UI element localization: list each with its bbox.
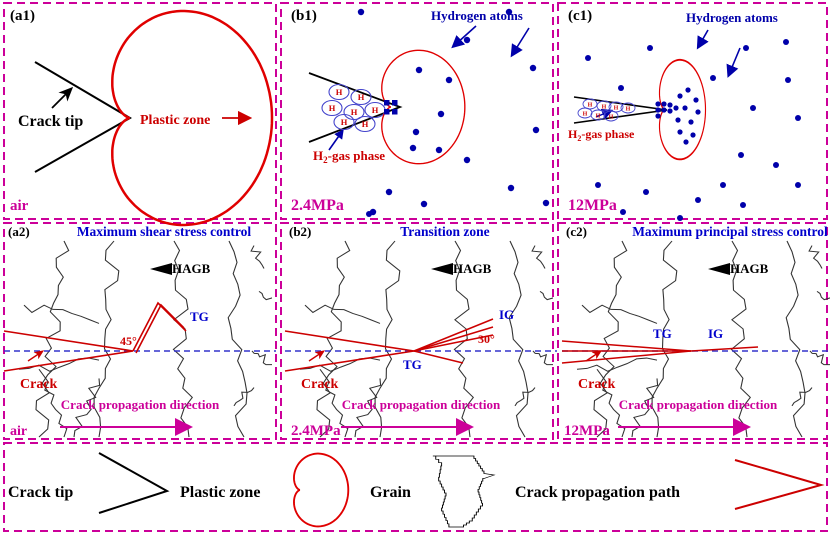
svg-text:H: H [358, 92, 365, 102]
svg-text:H: H [614, 106, 619, 112]
svg-text:Plastic zone: Plastic zone [180, 484, 260, 501]
svg-text:Plastic zone: Plastic zone [140, 113, 210, 128]
svg-text:Transition zone: Transition zone [400, 224, 489, 239]
svg-text:Crack propagation path: Crack propagation path [515, 484, 680, 501]
svg-text:(a2): (a2) [8, 224, 30, 239]
svg-text:air: air [10, 424, 27, 439]
svg-text:Maximum shear stress control: Maximum shear stress control [77, 224, 252, 239]
svg-text:30°: 30° [478, 332, 495, 346]
svg-text:(b1): (b1) [291, 8, 317, 24]
svg-text:H: H [583, 112, 588, 118]
svg-text:H: H [602, 105, 607, 111]
svg-text:H: H [341, 117, 348, 127]
svg-text:Crack: Crack [301, 377, 339, 392]
svg-text:H: H [588, 103, 593, 109]
svg-text:Maximum principal stress contr: Maximum principal stress control [632, 224, 828, 239]
svg-text:TG: TG [653, 326, 672, 341]
svg-text:(c1): (c1) [568, 8, 592, 24]
svg-text:Crack: Crack [578, 377, 616, 392]
svg-text:H: H [351, 107, 358, 117]
svg-text:H: H [336, 87, 343, 97]
svg-text:Crack propagation direction: Crack propagation direction [619, 397, 778, 412]
svg-text:12MPa: 12MPa [564, 423, 610, 439]
svg-text:Grain: Grain [370, 484, 411, 501]
svg-text:Crack: Crack [20, 377, 58, 392]
svg-text:2.4MPa: 2.4MPa [291, 197, 344, 214]
svg-text:12MPa: 12MPa [568, 197, 617, 214]
svg-text:TG: TG [190, 309, 209, 324]
svg-text:H: H [372, 105, 379, 115]
svg-text:(b2): (b2) [289, 224, 311, 239]
svg-text:H: H [609, 115, 614, 121]
svg-text:Hydrogen atoms: Hydrogen atoms [686, 10, 778, 25]
svg-text:H: H [329, 103, 336, 113]
svg-text:TG: TG [403, 357, 422, 372]
svg-text:HAGB: HAGB [730, 261, 769, 276]
svg-text:Crack tip: Crack tip [8, 484, 73, 501]
svg-text:(a1): (a1) [10, 8, 35, 24]
svg-text:air: air [10, 198, 29, 214]
svg-text:HAGB: HAGB [172, 261, 211, 276]
svg-text:Crack propagation direction: Crack propagation direction [61, 397, 220, 412]
svg-text:IG: IG [499, 307, 514, 322]
svg-text:H: H [596, 114, 601, 120]
svg-text:HAGB: HAGB [453, 261, 492, 276]
svg-text:(c2): (c2) [566, 224, 587, 239]
svg-text:2.4MPa: 2.4MPa [291, 423, 341, 439]
svg-text:H: H [626, 107, 631, 113]
svg-text:H: H [362, 119, 369, 129]
svg-text:45°: 45° [120, 334, 137, 348]
svg-text:Crack tip: Crack tip [18, 113, 83, 130]
svg-text:IG: IG [708, 326, 723, 341]
svg-text:Crack propagation direction: Crack propagation direction [342, 397, 501, 412]
